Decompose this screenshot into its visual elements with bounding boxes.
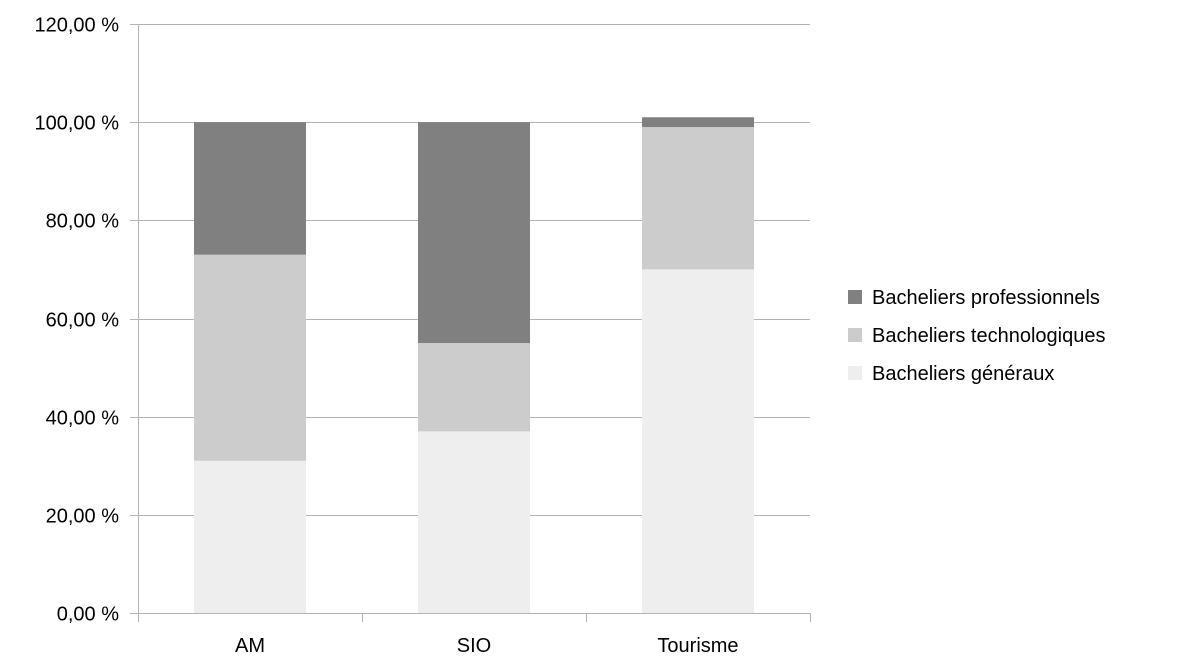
legend-label: Bacheliers technologiques — [872, 325, 1106, 347]
x-tick-label: SIO — [457, 635, 491, 657]
bar-segment — [418, 122, 530, 344]
bar-segment — [642, 269, 754, 613]
y-tick-label: 80,00 % — [46, 211, 120, 233]
bar-segment — [642, 117, 754, 128]
legend-swatch — [848, 366, 862, 380]
bars — [194, 117, 754, 613]
x-tick-label: Tourisme — [657, 635, 738, 657]
legend-label: Bacheliers généraux — [872, 363, 1054, 385]
bar-segment — [418, 431, 530, 613]
legend-label: Bacheliers professionnels — [872, 287, 1100, 309]
bar-segment — [194, 254, 306, 461]
y-tick-label: 0,00 % — [57, 604, 119, 626]
legend-swatch — [848, 290, 862, 304]
bar-segment — [642, 127, 754, 270]
y-tick-label: 20,00 % — [46, 506, 120, 528]
legend-swatch — [848, 328, 862, 342]
x-tick-label: AM — [235, 635, 265, 657]
y-tick-label: 100,00 % — [34, 113, 119, 135]
legend: Bacheliers professionnels Bacheliers tech… — [848, 287, 1106, 385]
x-axis-tick-labels: AM SIO Tourisme — [235, 635, 739, 657]
bar-segment — [418, 343, 530, 432]
bar-segment — [194, 460, 306, 613]
y-axis-tick-labels: 0,00 % 20,00 % 40,00 % 60,00 % 80,00 % 100,00… — [34, 15, 119, 626]
bar-segment — [194, 122, 306, 255]
y-tick-label: 40,00 % — [46, 408, 120, 430]
axes — [130, 24, 811, 622]
y-tick-label: 60,00 % — [46, 310, 120, 332]
y-tick-label: 120,00 % — [34, 15, 119, 37]
